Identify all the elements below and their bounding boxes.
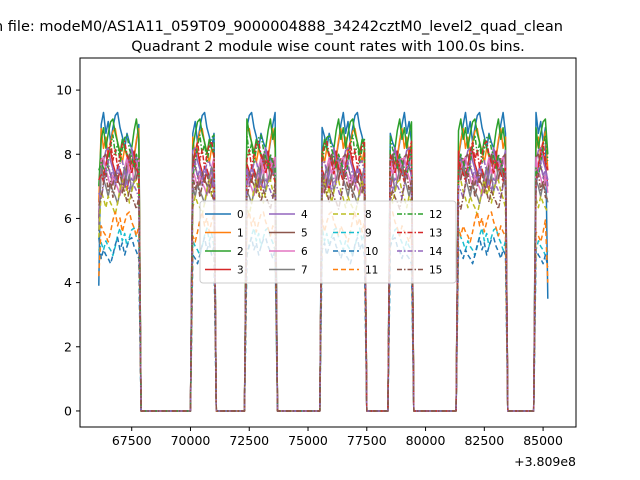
legend-label: 1 bbox=[237, 228, 244, 240]
figure-suptitle: n file: modeM0/AS1A11_059T09_9000004888_… bbox=[0, 19, 563, 35]
legend-label: 9 bbox=[365, 228, 372, 240]
legend-box bbox=[199, 200, 457, 284]
y-tick-label: 2 bbox=[64, 339, 72, 354]
x-tick-label: 82500 bbox=[464, 433, 504, 448]
legend-label: 6 bbox=[301, 246, 308, 258]
legend-label: 2 bbox=[237, 246, 244, 258]
legend-label: 8 bbox=[365, 209, 372, 221]
y-axis: 0 2 4 6 8 10 bbox=[56, 83, 80, 418]
legend-label: 10 bbox=[365, 246, 378, 258]
legend-label: 0 bbox=[237, 209, 244, 221]
legend-label: 12 bbox=[429, 209, 442, 221]
x-tick-label: 67500 bbox=[112, 433, 152, 448]
x-tick-label: 80000 bbox=[406, 433, 446, 448]
legend-label: 15 bbox=[429, 265, 442, 277]
plot-lines bbox=[98, 111, 549, 412]
chart-title: Quadrant 2 module wise count rates with … bbox=[131, 39, 525, 55]
y-tick-label: 8 bbox=[64, 147, 72, 162]
plot-frame bbox=[79, 57, 577, 428]
legend-label: 7 bbox=[301, 265, 308, 277]
x-tick-label: 72500 bbox=[229, 433, 269, 448]
legend-label: 3 bbox=[237, 265, 244, 277]
legend-label: 13 bbox=[429, 228, 442, 240]
y-tick-label: 6 bbox=[64, 211, 72, 226]
x-axis: 67500 70000 72500 75000 77500 80000 82500 85000 bbox=[112, 427, 563, 448]
y-tick-label: 4 bbox=[64, 275, 72, 290]
x-tick-label: 85000 bbox=[523, 433, 563, 448]
series-line-14 bbox=[98, 159, 549, 412]
y-tick-label: 0 bbox=[64, 403, 72, 418]
x-tick-label: 70000 bbox=[171, 433, 211, 448]
legend-label: 4 bbox=[301, 209, 308, 221]
series-line-15 bbox=[98, 172, 549, 412]
legend-label: 5 bbox=[301, 228, 308, 240]
y-tick-label: 10 bbox=[56, 83, 72, 98]
x-tick-label: 77500 bbox=[347, 433, 387, 448]
legend-label: 11 bbox=[365, 265, 378, 277]
x-axis-offset-label: +3.809e8 bbox=[514, 454, 576, 469]
x-tick-label: 75000 bbox=[288, 433, 328, 448]
legend-label: 14 bbox=[429, 246, 443, 258]
